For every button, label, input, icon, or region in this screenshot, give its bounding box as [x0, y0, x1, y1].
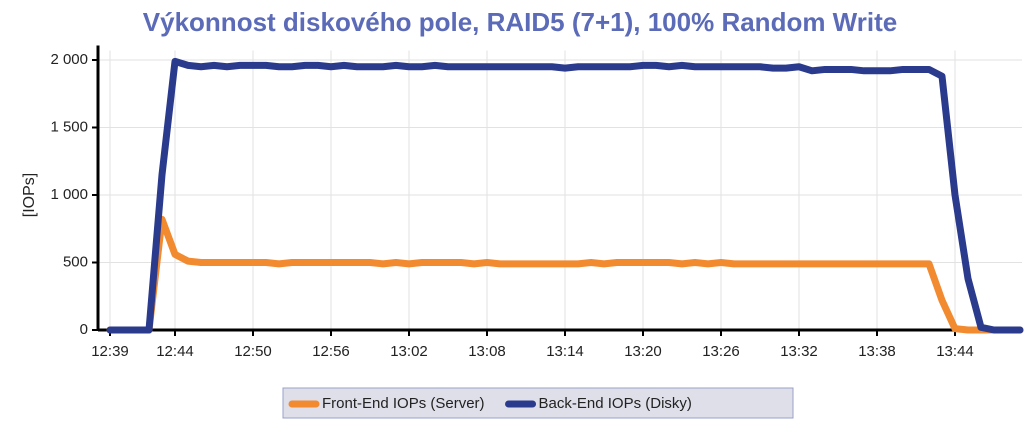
y-tick-label: 2 000 [50, 51, 88, 68]
y-tick-label: 1 500 [50, 118, 88, 135]
x-tick-label: 13:08 [468, 343, 506, 360]
series-line [106, 57, 1024, 334]
chart-title: Výkonnost diskového pole, RAID5 (7+1), 1… [143, 7, 897, 37]
x-tick-label: 13:02 [390, 343, 428, 360]
x-tick-label: 13:44 [936, 343, 974, 360]
x-tick-label: 13:26 [702, 343, 740, 360]
legend-label: Back-End IOPs (Disky) [539, 395, 692, 412]
x-tick-label: 12:39 [91, 343, 129, 360]
legend-label: Front-End IOPs (Server) [322, 395, 485, 412]
x-tick-label: 12:56 [312, 343, 350, 360]
series-line [106, 215, 1024, 334]
x-tick-label: 12:44 [156, 343, 194, 360]
x-tick-label: 13:20 [624, 343, 662, 360]
x-tick-label: 12:50 [234, 343, 272, 360]
y-axis-label: [IOPs] [21, 173, 38, 217]
x-tick-label: 13:38 [858, 343, 896, 360]
x-tick-label: 13:32 [780, 343, 818, 360]
y-tick-label: 500 [63, 253, 88, 270]
y-tick-label: 1 000 [50, 186, 88, 203]
y-tick-label: 0 [80, 321, 88, 338]
legend [282, 387, 794, 419]
x-tick-label: 13:14 [546, 343, 584, 360]
